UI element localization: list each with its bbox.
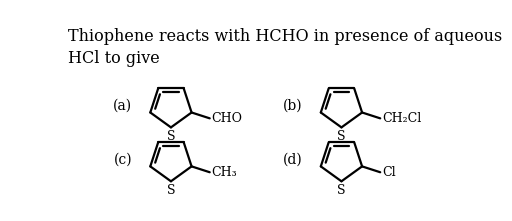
Text: (c): (c) — [114, 153, 132, 167]
Text: S: S — [337, 184, 346, 197]
Text: (b): (b) — [283, 99, 303, 113]
Text: CH₃: CH₃ — [211, 166, 237, 179]
Text: (a): (a) — [113, 99, 132, 113]
Text: Cl: Cl — [382, 166, 395, 179]
Text: S: S — [337, 130, 346, 143]
Text: S: S — [167, 130, 175, 143]
Text: Thiophene reacts with HCHO in presence of aqueous
HCl to give: Thiophene reacts with HCHO in presence o… — [68, 28, 502, 67]
Text: (d): (d) — [283, 153, 303, 167]
Text: CH₂Cl: CH₂Cl — [382, 112, 421, 125]
Text: CHO: CHO — [211, 112, 242, 125]
Text: S: S — [167, 184, 175, 197]
